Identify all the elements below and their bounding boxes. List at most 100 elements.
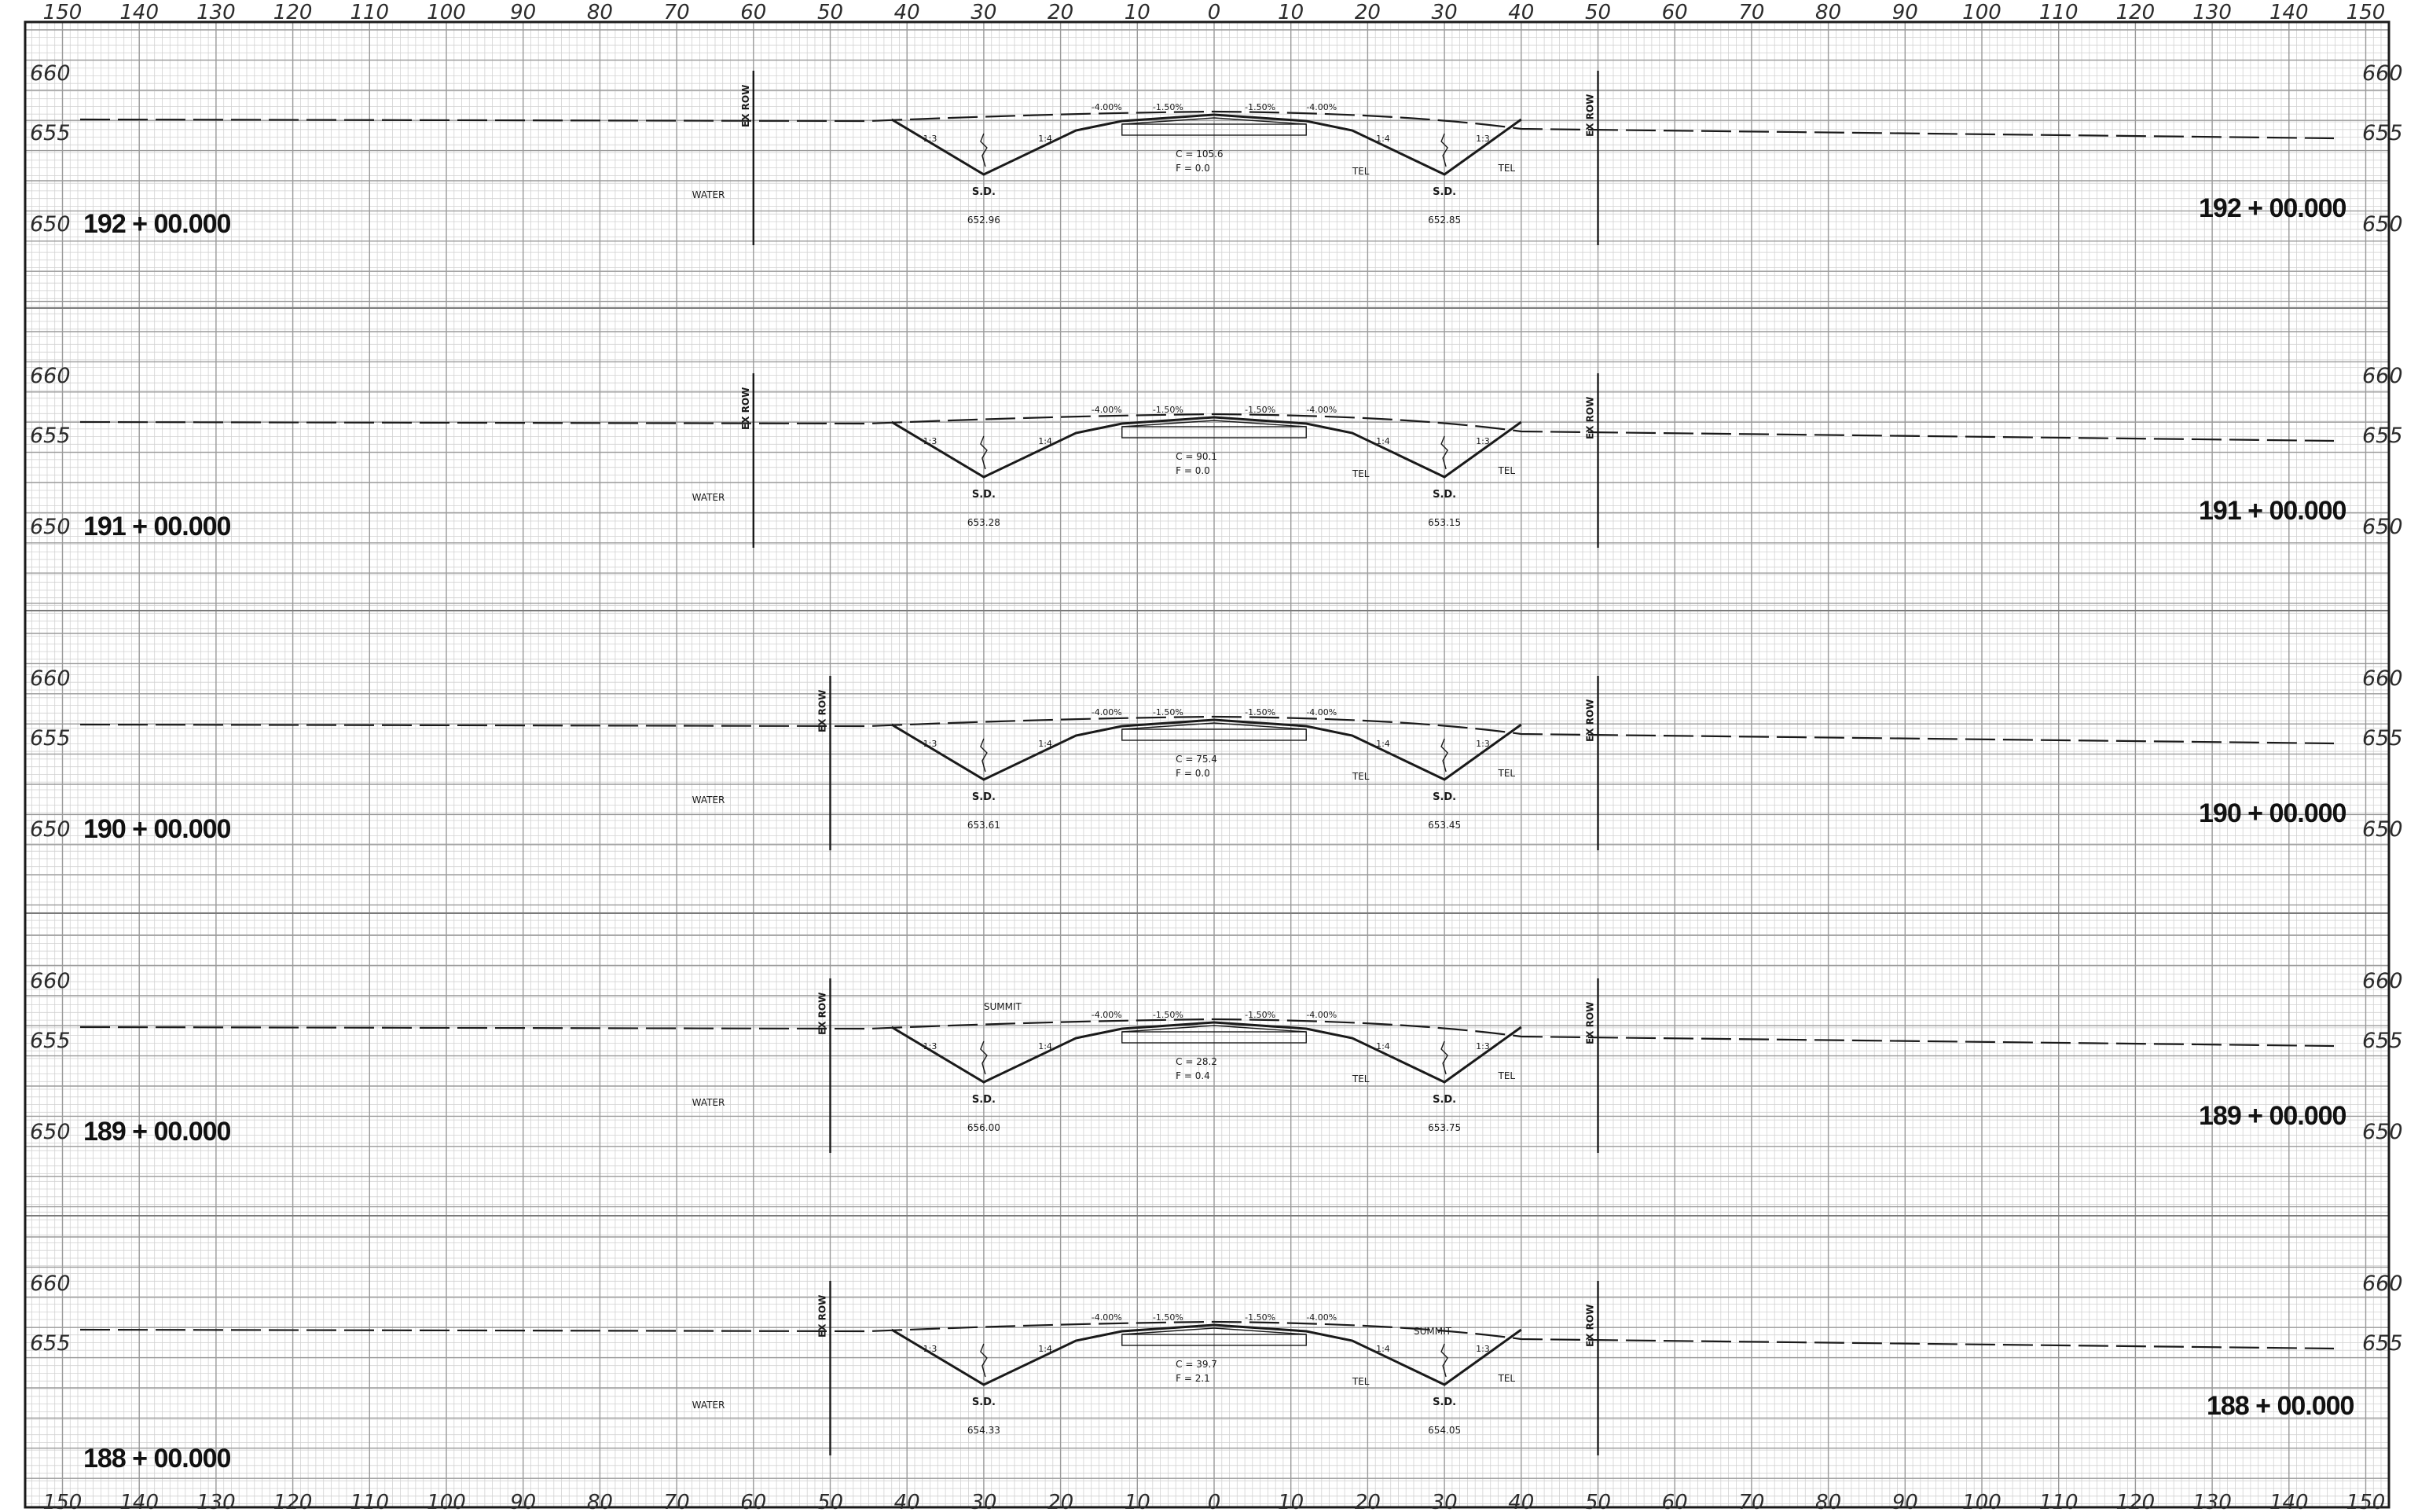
fill-annotation: F = 0.0 <box>1176 465 1210 476</box>
offset-tick-label: 80 <box>587 1491 613 1512</box>
grade-label: -4.00% <box>1306 405 1337 415</box>
offset-tick-label: 10 <box>1278 1491 1304 1512</box>
slope-label: 1:3 <box>923 1344 937 1354</box>
slope-label: 1:4 <box>1376 1041 1390 1051</box>
sd-elevation-right: 652.85 <box>1428 215 1461 226</box>
offset-tick-label: 60 <box>1662 1 1688 24</box>
elevation-label-left: 650 <box>30 212 71 237</box>
grade-label: -1.50% <box>1153 1010 1183 1020</box>
proposed-template <box>890 113 1522 176</box>
existing-ground-line <box>79 110 2335 140</box>
pavement-bottom <box>1121 1025 1307 1033</box>
slope-label: 1:3 <box>1476 739 1490 749</box>
offset-tick-label: 140 <box>119 1491 159 1512</box>
slope-label: 1:4 <box>1376 134 1390 144</box>
sd-label-right: S.D. <box>1433 489 1456 501</box>
slope-label: 1:4 <box>1376 1344 1390 1354</box>
ex-row-label: EX ROW <box>1585 1002 1596 1044</box>
grade-label: -1.50% <box>1245 1010 1275 1020</box>
sd-elevation-right: 654.05 <box>1428 1425 1461 1436</box>
sd-label-left: S.D. <box>972 186 996 198</box>
elevation-label-right: 660 <box>2362 61 2403 86</box>
elevation-label-right: 655 <box>2362 424 2403 448</box>
sd-label-left: S.D. <box>972 1396 996 1408</box>
fill-annotation: F = 0.4 <box>1176 1070 1210 1081</box>
offset-tick-label: 90 <box>1892 1 1918 24</box>
offset-tick-label: 110 <box>350 1491 389 1512</box>
tel-label: TEL <box>1352 1376 1370 1387</box>
offset-tick-label: 70 <box>1738 1 1764 24</box>
summit-label: SUMMIT <box>984 1001 1022 1012</box>
fill-annotation: F = 0.0 <box>1176 768 1210 779</box>
slope-label: 1:3 <box>923 436 937 446</box>
elevation-label-left: 655 <box>30 424 71 448</box>
offset-tick-label: 130 <box>196 1491 236 1512</box>
elevation-label-right: 660 <box>2362 969 2403 993</box>
grade-label: -1.50% <box>1153 1312 1183 1323</box>
offset-tick-label: 20 <box>1048 1 1073 24</box>
offset-tick-label: 90 <box>510 1 536 24</box>
slope-label: 1:4 <box>1038 739 1052 749</box>
elevation-label-left: 660 <box>30 969 71 993</box>
sd-elevation-left: 653.61 <box>967 820 1000 831</box>
offset-tick-label: 150 <box>43 1 83 24</box>
grade-label: -4.00% <box>1306 1010 1337 1020</box>
sd-label-right: S.D. <box>1433 1396 1456 1408</box>
grade-label: -4.00% <box>1092 405 1122 415</box>
sd-elevation-left: 654.33 <box>967 1425 1000 1436</box>
elevation-label-right: 650 <box>2362 1120 2403 1144</box>
ex-row-label: EX ROW <box>817 690 828 732</box>
sd-elevation-left: 656.00 <box>967 1122 1000 1133</box>
offset-tick-label: 30 <box>970 1 996 24</box>
water-label: WATER <box>692 492 725 503</box>
ex-row-label: EX ROW <box>817 1295 828 1338</box>
existing-ground-line <box>79 715 2335 745</box>
offset-tick-label: 20 <box>1355 1491 1381 1512</box>
offset-tick-label: 10 <box>1125 1491 1150 1512</box>
ex-row-label: EX ROW <box>1585 94 1596 137</box>
major-grid-lines <box>25 22 2389 1507</box>
elevation-label-left: 655 <box>30 121 71 145</box>
offset-tick-label: 150 <box>43 1491 83 1512</box>
offset-tick-label: 100 <box>427 1491 466 1512</box>
offset-tick-label: 50 <box>1585 1 1611 24</box>
offset-tick-label: 10 <box>1278 1 1304 24</box>
subbase-box <box>1121 728 1307 741</box>
station-label-left: 192 + 00.000 <box>83 209 231 239</box>
station-label-right: 188 + 00.000 <box>2207 1391 2354 1421</box>
existing-ground-line <box>79 413 2335 442</box>
offset-tick-label: 40 <box>894 1491 920 1512</box>
cut-annotation: C = 90.1 <box>1176 451 1217 462</box>
tel-label: TEL <box>1352 468 1370 479</box>
ex-row-label: EX ROW <box>817 993 828 1035</box>
slope-label: 1:3 <box>1476 1041 1490 1051</box>
slope-label: 1:3 <box>923 134 937 144</box>
sd-elevation-right: 653.15 <box>1428 517 1461 528</box>
offset-tick-label: 70 <box>664 1 690 24</box>
offset-tick-label: 50 <box>817 1 843 24</box>
offset-tick-label: 100 <box>427 1 466 24</box>
sd-label-right: S.D. <box>1433 186 1456 198</box>
offset-tick-label: 50 <box>817 1491 843 1512</box>
station-label-right: 191 + 00.000 <box>2199 496 2346 526</box>
offset-tick-label: 0 <box>1208 1 1221 24</box>
slope-label: 1:4 <box>1376 436 1390 446</box>
sd-label-right: S.D. <box>1433 1094 1456 1106</box>
station-label-right: 192 + 00.000 <box>2199 193 2346 223</box>
offset-tick-label: 140 <box>2269 1 2309 24</box>
offset-tick-label: 150 <box>2346 1491 2386 1512</box>
offset-tick-label: 0 <box>1208 1491 1221 1512</box>
tel-label: TEL <box>1497 768 1515 779</box>
elevation-label-right: 660 <box>2362 1272 2403 1296</box>
slope-label: 1:4 <box>1038 1344 1052 1354</box>
slope-label: 1:3 <box>1476 436 1490 446</box>
offset-tick-label: 140 <box>119 1 159 24</box>
elevation-label-left: 660 <box>30 1272 71 1296</box>
elevation-label-left: 655 <box>30 726 71 750</box>
grade-label: -4.00% <box>1306 102 1337 112</box>
slope-label: 1:3 <box>1476 134 1490 144</box>
sd-elevation-left: 653.28 <box>967 517 1000 528</box>
offset-tick-label: 40 <box>894 1 920 24</box>
offset-scale-bottom: 150 140 130 120 110 100 90 80 70 60 50 40 30 20 10 0 10 2… <box>43 1491 2386 1512</box>
